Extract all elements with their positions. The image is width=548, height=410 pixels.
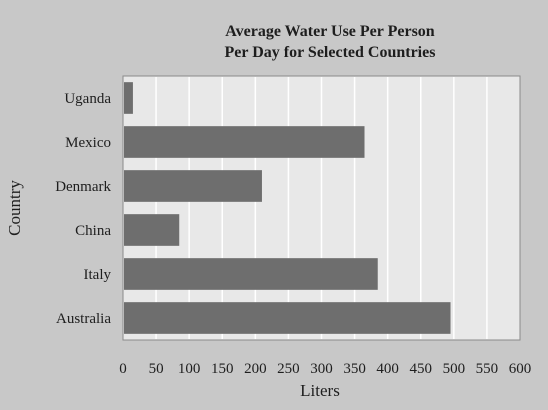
y-tick-label: Denmark xyxy=(55,179,111,195)
y-tick-labels: Uganda Mexico Denmark China Italy Australia xyxy=(55,91,111,327)
x-tick-label: 50 xyxy=(149,361,164,377)
x-tick-label: 250 xyxy=(277,361,300,377)
bar-australia xyxy=(124,302,451,334)
x-tick-label: 150 xyxy=(211,361,234,377)
y-tick-label: Uganda xyxy=(64,91,111,107)
x-axis-label: Liters xyxy=(300,381,340,400)
y-tick-label: Australia xyxy=(56,311,111,327)
bars xyxy=(124,82,451,334)
x-tick-label: 500 xyxy=(443,361,466,377)
x-tick-label: 350 xyxy=(343,361,366,377)
bar-italy xyxy=(124,258,378,290)
y-tick-label: Mexico xyxy=(65,135,111,151)
bar-denmark xyxy=(124,170,262,202)
x-tick-label: 200 xyxy=(244,361,267,377)
y-tick-label: China xyxy=(75,223,111,239)
x-tick-label: 400 xyxy=(376,361,399,377)
x-tick-label: 100 xyxy=(178,361,201,377)
chart-subtitle: Per Day for Selected Countries xyxy=(225,44,436,61)
bar-china xyxy=(124,214,180,246)
x-tick-label: 300 xyxy=(310,361,333,377)
y-tick-label: Italy xyxy=(84,267,112,283)
x-tick-label: 550 xyxy=(476,361,499,377)
bar-uganda xyxy=(124,82,133,114)
grid-lines xyxy=(155,77,488,339)
y-axis-label: Country xyxy=(5,180,24,236)
x-tick-labels: 0 50 100 150 200 250 300 350 400 450 500 550 600 xyxy=(119,361,531,377)
x-tick-label: 0 xyxy=(119,361,127,377)
x-tick-label: 450 xyxy=(410,361,433,377)
chart-title: Average Water Use Per Person xyxy=(225,23,435,40)
x-tick-label: 600 xyxy=(509,361,532,377)
bar-mexico xyxy=(124,126,365,158)
